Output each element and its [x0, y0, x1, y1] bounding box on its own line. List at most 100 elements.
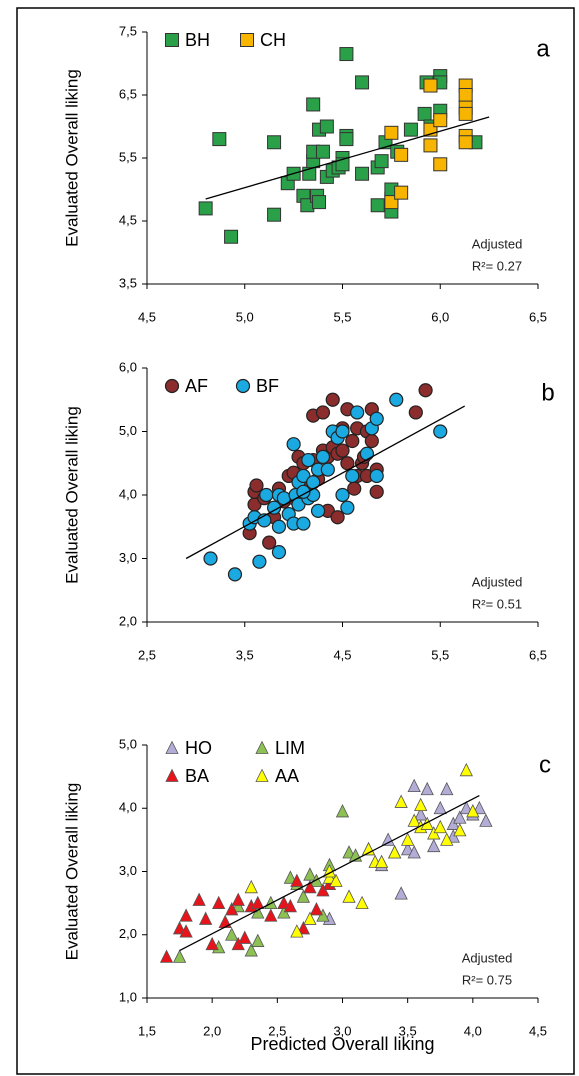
point [296, 921, 311, 935]
point [414, 797, 428, 811]
point [290, 924, 304, 938]
point [394, 185, 409, 200]
legend-marker [240, 33, 254, 47]
x-tick-label: 6,5 [529, 647, 547, 662]
x-tick-label: 2,5 [138, 647, 156, 662]
point [440, 832, 454, 846]
note: Adjusted [472, 236, 523, 251]
legend-label: AF [185, 376, 208, 396]
point [359, 446, 375, 461]
point [296, 516, 311, 531]
point [198, 201, 213, 216]
x-tick-label: 1,5 [138, 1023, 156, 1038]
y-tick-label: 5,0 [119, 423, 137, 438]
point [339, 47, 354, 62]
point [264, 908, 278, 922]
point [453, 822, 467, 837]
x-tick-label: 2,0 [203, 1023, 221, 1038]
point [370, 198, 385, 213]
x-tick-label: 4,5 [333, 647, 351, 662]
point [224, 229, 239, 244]
point [306, 97, 321, 112]
note: R²= 0.27 [472, 258, 522, 273]
point [335, 487, 350, 503]
trendline [205, 116, 490, 200]
point [433, 819, 447, 834]
point [296, 468, 311, 484]
point [394, 794, 408, 808]
trendline [185, 405, 465, 560]
point [342, 845, 356, 859]
y-tick-label: 4,0 [119, 800, 137, 815]
y-tick-label: 2,0 [119, 926, 137, 941]
point [225, 927, 239, 941]
point [407, 845, 421, 859]
x-tick-label: 3,5 [399, 1023, 417, 1038]
panel-label: b [541, 379, 554, 406]
point [418, 383, 433, 398]
point [212, 132, 227, 147]
point [458, 106, 473, 121]
point [387, 845, 402, 859]
note: Adjusted [472, 574, 523, 589]
point [249, 478, 264, 493]
point [459, 762, 473, 777]
point [364, 433, 379, 449]
point [433, 157, 448, 172]
point [335, 804, 350, 818]
legend-label: BH [185, 30, 210, 50]
point [369, 468, 384, 484]
point [440, 781, 454, 796]
legend-label: AA [275, 766, 299, 786]
point [252, 554, 267, 569]
note: R²= 0.51 [472, 596, 522, 611]
y-tick-label: 3,0 [119, 863, 137, 878]
point [312, 195, 327, 210]
point [283, 898, 298, 913]
panel-label: a [536, 35, 550, 62]
legend-label: CH [260, 30, 286, 50]
y-tick-label: 4,5 [119, 212, 137, 227]
point [271, 545, 287, 560]
point [472, 800, 486, 815]
x-tick-label: 4,0 [464, 1023, 482, 1038]
point [433, 424, 448, 439]
point [335, 157, 350, 172]
point [199, 911, 213, 925]
y-tick-label: 2,0 [119, 613, 137, 628]
y-tick-label: 6,0 [119, 359, 137, 374]
point [394, 147, 409, 162]
point [394, 886, 408, 900]
point [345, 468, 360, 484]
x-tick-label: 5,5 [333, 309, 351, 324]
point [310, 503, 326, 518]
legend-marker [165, 768, 179, 782]
x-tick-label: 3,5 [236, 647, 254, 662]
point [355, 166, 370, 181]
point [290, 873, 304, 887]
point [420, 781, 434, 796]
point [355, 75, 370, 90]
x-axis-title: Predicted Overall liking [250, 1034, 434, 1054]
y-tick-label: 1,0 [119, 989, 137, 1004]
point [381, 832, 395, 846]
point [203, 551, 218, 566]
point [179, 924, 193, 938]
point [212, 895, 226, 910]
point [342, 889, 356, 903]
legend-label: HO [185, 738, 212, 758]
point [347, 481, 362, 496]
point [433, 113, 448, 128]
note: Adjusted [462, 950, 513, 965]
point [259, 487, 274, 503]
y-tick-label: 3,0 [119, 550, 137, 565]
panel-label: c [539, 751, 551, 778]
point [339, 132, 354, 147]
legend-marker [164, 378, 180, 394]
point [401, 841, 415, 856]
x-tick-label: 6,5 [529, 309, 547, 324]
point [227, 567, 243, 582]
point [218, 914, 232, 928]
x-tick-label: 5,5 [431, 647, 449, 662]
